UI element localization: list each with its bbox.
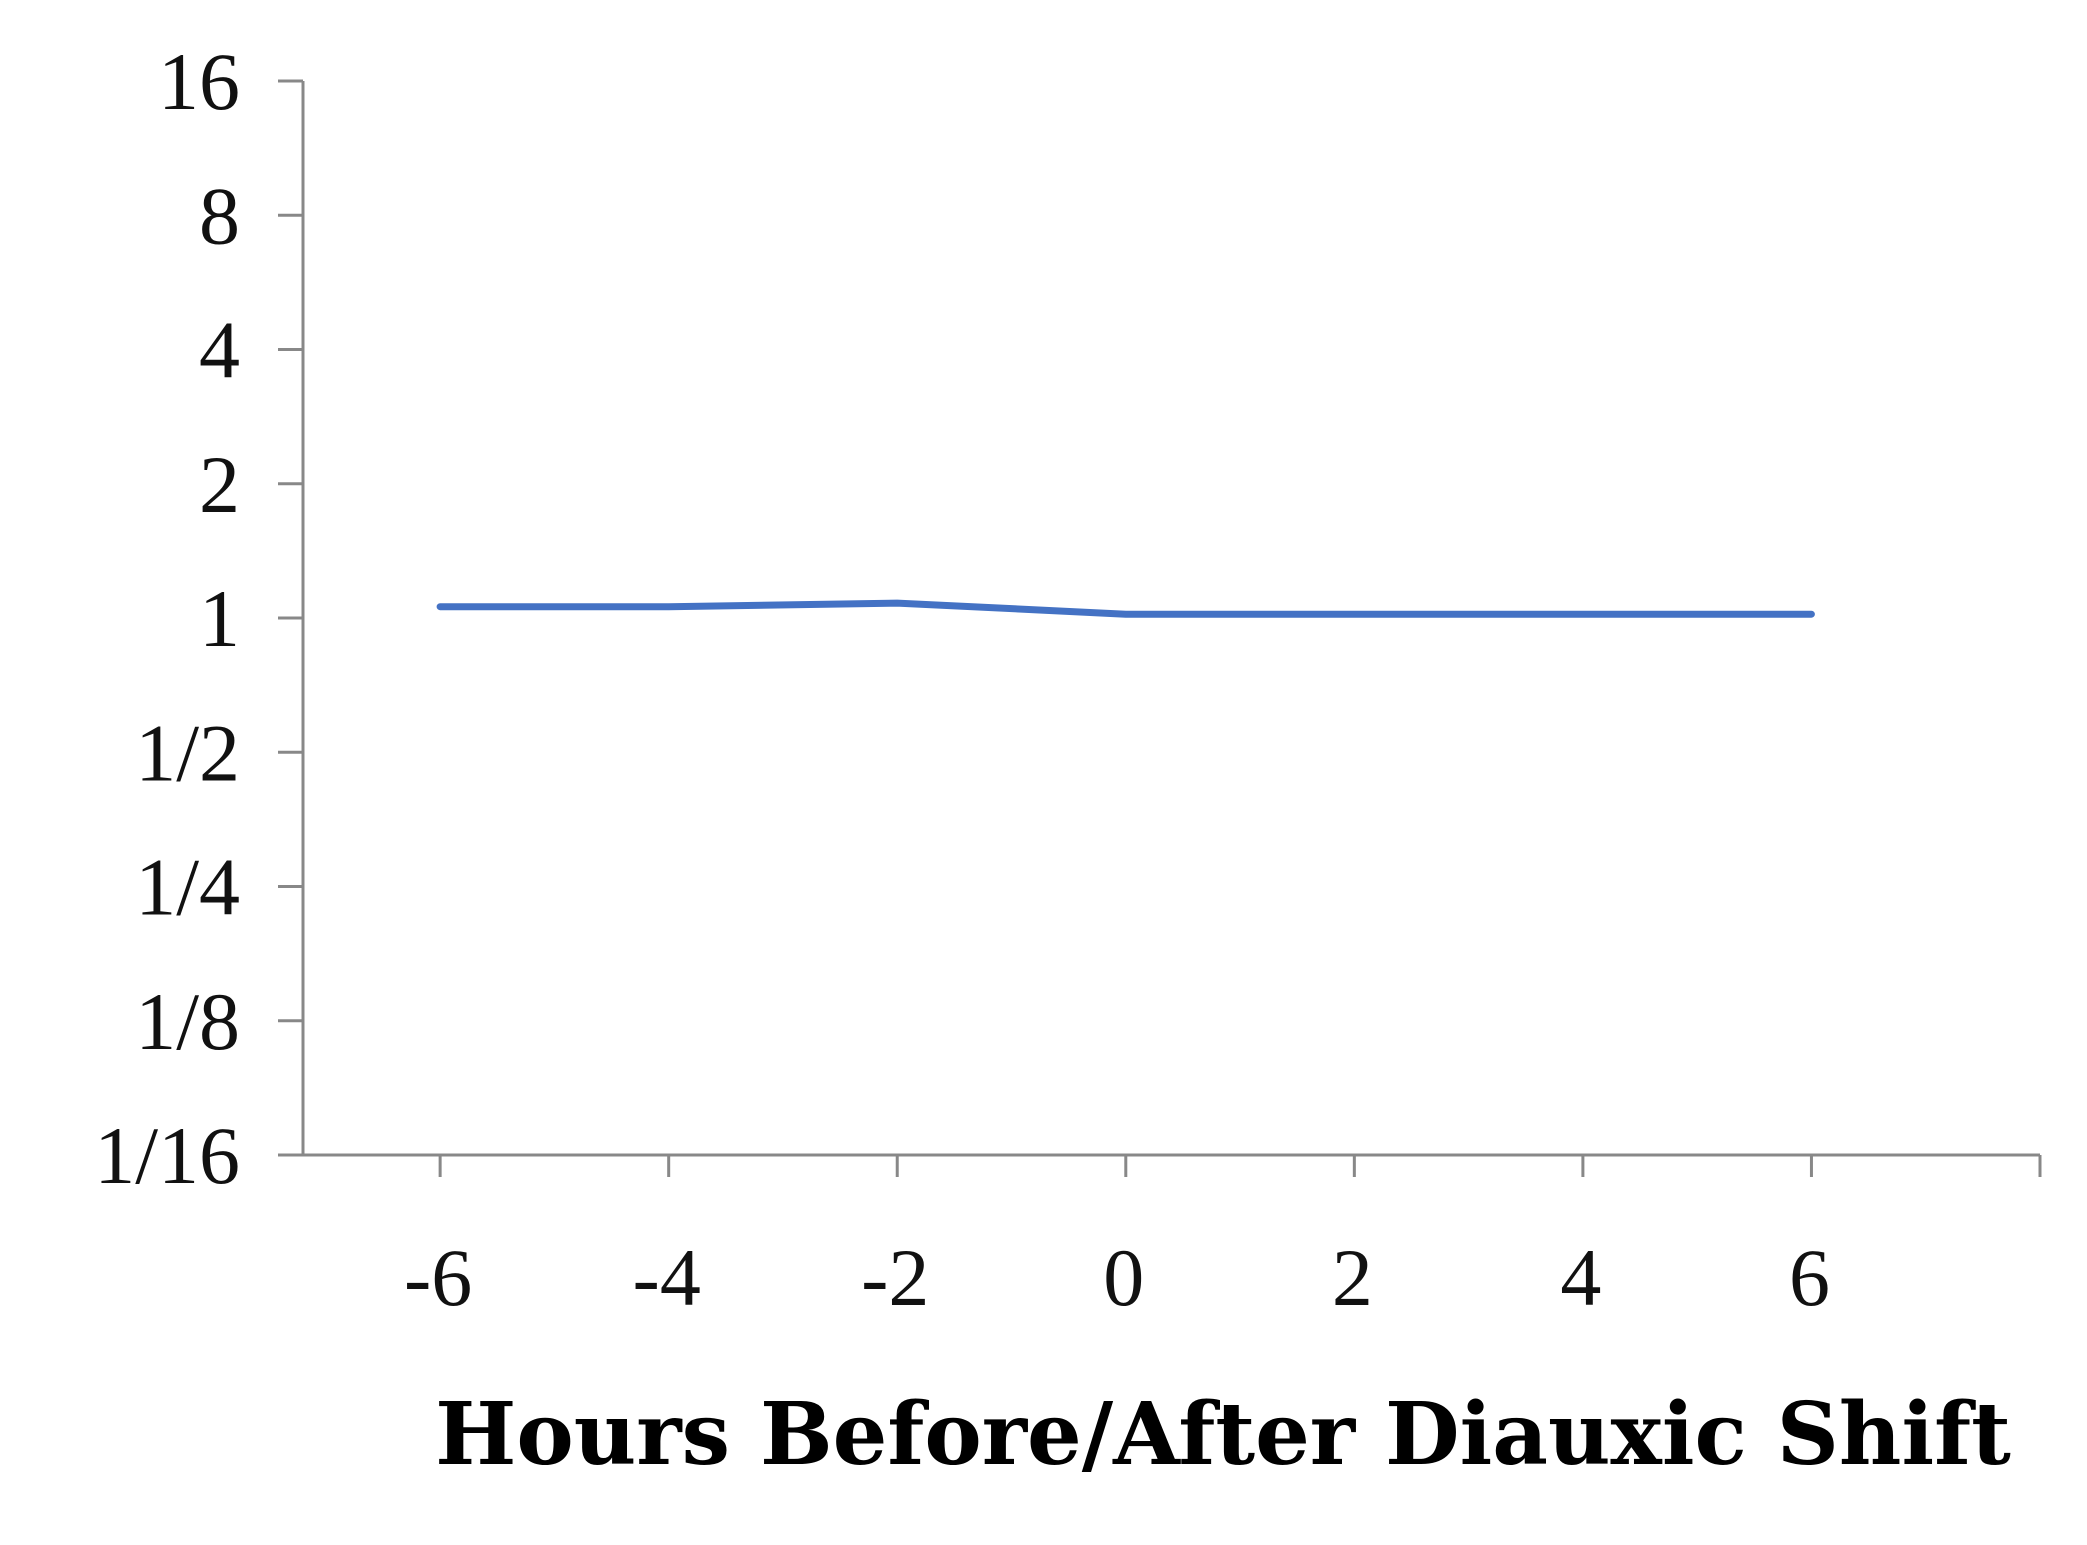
data-point <box>668 606 670 608</box>
x-axis-title: Hours Before/After Diauxic Shift <box>435 1384 2011 1485</box>
data-point <box>1125 613 1127 615</box>
x-tick-label: 6 <box>1789 1232 1830 1323</box>
y-axis: 16 8 4 2 1 1/2 1/4 1/8 1/16 <box>94 36 305 1201</box>
data-point <box>1810 613 1812 615</box>
y-tick-label: 1/8 <box>135 976 240 1067</box>
x-tick-label: 2 <box>1332 1232 1373 1323</box>
x-tick-label: -6 <box>404 1232 472 1323</box>
y-tick-label: 1/2 <box>135 707 240 798</box>
x-tick-label: 4 <box>1560 1232 1601 1323</box>
x-tick-label: -4 <box>633 1232 701 1323</box>
x-tick-label: -2 <box>861 1232 929 1323</box>
series-line <box>436 599 1815 618</box>
y-tick-label: 16 <box>158 36 240 127</box>
data-point <box>1353 613 1355 615</box>
data-point <box>896 602 898 604</box>
y-tick-label: 8 <box>199 170 240 261</box>
y-tick-label: 1/16 <box>94 1110 240 1201</box>
data-point <box>1582 613 1584 615</box>
series-group <box>436 599 1815 618</box>
y-tick-label: 1/4 <box>135 842 240 933</box>
y-tick-label: 4 <box>199 305 240 396</box>
y-tick-label: 2 <box>199 439 240 530</box>
y-tick-label: 1 <box>199 573 240 664</box>
x-tick-label: 0 <box>1103 1232 1144 1323</box>
data-point <box>439 606 441 608</box>
x-axis: -6 -4 -2 0 2 4 6 <box>278 1153 2042 1323</box>
